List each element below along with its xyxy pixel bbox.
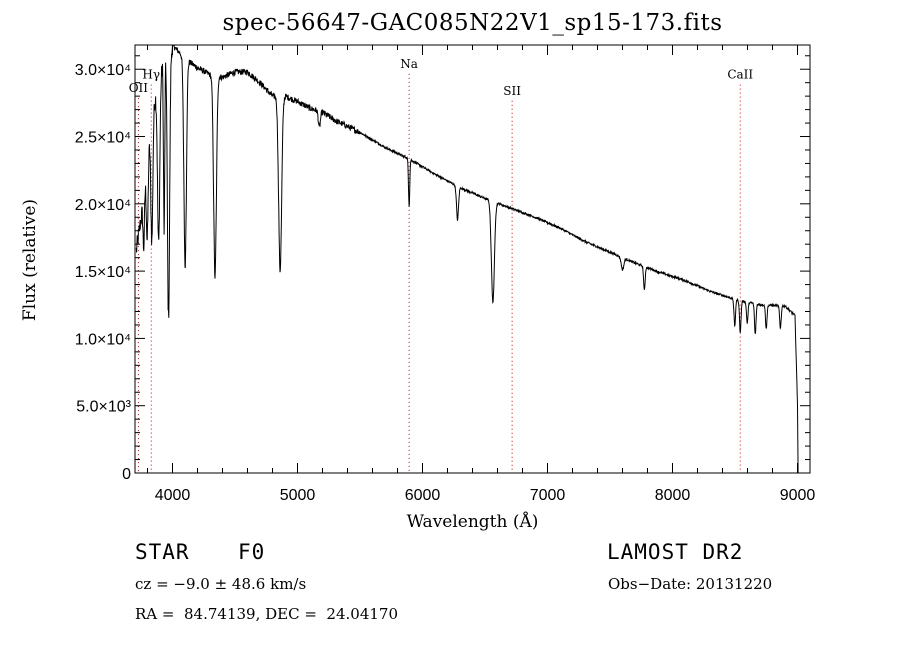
y-tick-label: 5.0×10³ [76,399,131,416]
x-tick-label: 6000 [405,487,441,504]
x-axis-label: Wavelength (Å) [406,512,539,532]
redshift-cz: cz = −9.0 ± 48.6 km/s [135,575,307,593]
coordinates: RA = 84.74139, DEC = 24.04170 [135,605,399,623]
y-tick-label: 2.0×10⁴ [75,197,131,214]
chart-title: spec-56647-GAC085N22V1_sp15-173.fits [222,10,723,36]
y-axis: 0 5.0×10³ 1.0×10⁴ 1.5×10⁴ 2.0×10⁴ 2.5×10⁴ 3.0×… [75,55,810,483]
marker-label: SII [503,84,521,98]
y-axis-label: Flux (relative) [20,198,40,322]
y-tick-label: 3.0×10⁴ [75,62,131,79]
x-tick-label: 5000 [280,487,316,504]
obs-date: Obs−Date: 20131220 [608,575,773,593]
plot-frame [134,44,811,474]
x-tick-label: 9000 [780,487,816,504]
y-tick-label: 0 [122,466,131,483]
marker-label: Hγ [142,68,160,82]
y-tick-label: 2.5×10⁴ [75,130,131,147]
object-type: STAR [135,540,190,564]
survey-name: LAMOST DR2 [607,540,744,564]
spectrum-line [135,44,799,474]
y-tick-label: 1.5×10⁴ [75,264,131,281]
y-tick-label: 1.0×10⁴ [75,331,131,348]
x-tick-label: 7000 [530,487,566,504]
x-tick-label: 8000 [655,487,691,504]
x-tick-label: 4000 [155,487,191,504]
x-axis: 4000 5000 6000 7000 8000 9000 [147,45,816,504]
spectral-class: F0 [238,540,266,564]
marker-label: Na [400,57,418,71]
marker-label: OII [129,81,149,95]
marker-label: CaII [727,68,753,82]
